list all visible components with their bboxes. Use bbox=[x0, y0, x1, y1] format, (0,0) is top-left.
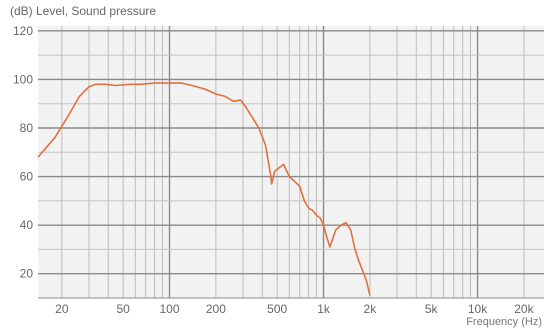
x-tick-label: 10k bbox=[468, 302, 488, 316]
x-tick-label: 20k bbox=[514, 302, 534, 316]
grid-lines bbox=[38, 26, 544, 298]
y-tick-label: 100 bbox=[13, 72, 33, 86]
x-axis-label: Frequency (Hz) bbox=[466, 316, 542, 328]
y-tick-label: 120 bbox=[13, 24, 33, 38]
y-tick-label: 40 bbox=[20, 218, 34, 232]
x-tick-label: 500 bbox=[267, 302, 287, 316]
series-group bbox=[37, 82, 371, 296]
x-tick-label: 200 bbox=[206, 302, 226, 316]
response-curve bbox=[37, 82, 371, 296]
x-tick-label: 100 bbox=[159, 302, 179, 316]
x-tick-label: 50 bbox=[116, 302, 130, 316]
x-tick-label: 20 bbox=[55, 302, 69, 316]
y-tick-label: 80 bbox=[20, 121, 34, 135]
y-tick-label: 60 bbox=[20, 170, 34, 184]
y-axis-label: (dB) Level, Sound pressure bbox=[10, 4, 157, 18]
y-tick-labels: 20 40 60 80 100 120 bbox=[13, 24, 33, 281]
x-tick-labels: 20 50 100 200 500 1k 2k 5k 10k 20k bbox=[55, 302, 534, 316]
x-tick-label: 1k bbox=[317, 302, 331, 316]
x-tick-label: 5k bbox=[425, 302, 439, 316]
plot-background bbox=[38, 26, 544, 298]
x-tick-label: 2k bbox=[364, 302, 378, 316]
y-tick-label: 20 bbox=[20, 267, 34, 281]
